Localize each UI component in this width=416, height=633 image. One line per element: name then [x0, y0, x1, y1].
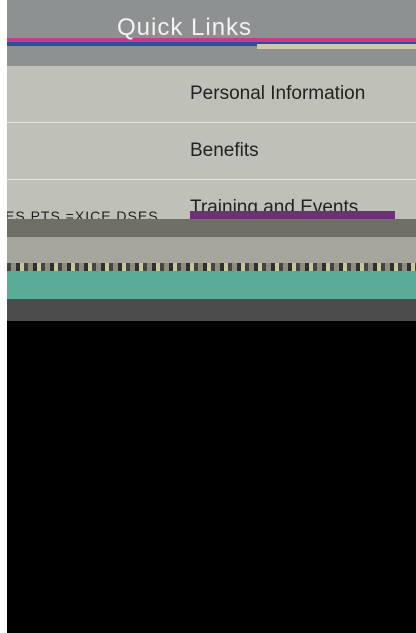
header-stripe	[257, 44, 416, 49]
menu-item-label: Personal Information	[190, 83, 366, 104]
header-stripe	[7, 42, 416, 46]
menu-item-label: Benefits	[190, 140, 259, 161]
divider-bar	[7, 237, 416, 263]
divider-bar	[7, 219, 416, 237]
panel-header: Quick Links	[7, 0, 416, 66]
noise-strip	[7, 263, 416, 271]
accent-bar	[7, 271, 416, 299]
menu-item-benefits[interactable]: Benefits	[7, 123, 416, 180]
highlight-bar	[190, 211, 395, 219]
menu-item-personal-information[interactable]: Personal Information	[7, 66, 416, 123]
panel-title: Quick Links	[117, 14, 253, 41]
quick-links-panel: Quick Links Personal Information Benefit…	[7, 0, 416, 633]
divider-bar	[7, 299, 416, 321]
header-stripe	[7, 38, 416, 42]
